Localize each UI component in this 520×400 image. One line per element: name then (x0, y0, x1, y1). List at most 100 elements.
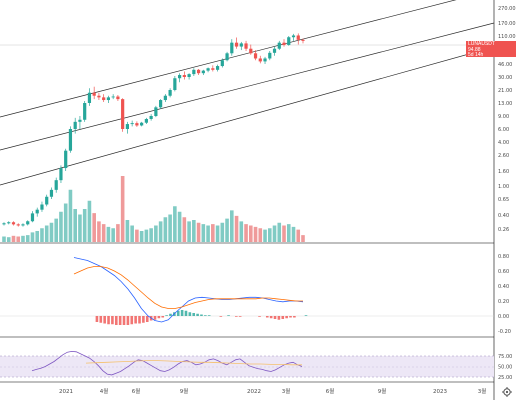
macd-histogram-bar (289, 316, 292, 318)
volume-bar (101, 224, 106, 242)
candle-body (102, 97, 106, 101)
candle-body (125, 124, 129, 129)
volume-bar (263, 229, 267, 242)
volume-bar (230, 210, 234, 242)
time-tick-label: 6월 (132, 387, 141, 395)
macd-histogram-bar (153, 316, 157, 320)
candle-body (244, 43, 248, 49)
macd-histogram-bar (269, 316, 273, 319)
candle-body (11, 222, 16, 225)
volume-bar (225, 218, 229, 242)
rsi-tick-label: 25.00 (498, 375, 512, 381)
volume-bar (248, 225, 253, 242)
time-tick-label: 4월 (100, 387, 109, 395)
volume-bar (253, 226, 258, 242)
volume-bar (291, 226, 296, 242)
macd-histogram-bar (184, 310, 188, 316)
candle-body (301, 39, 305, 41)
volume-bar (192, 220, 196, 242)
macd-tick-label: 0.20 (498, 299, 509, 305)
candle-body (239, 43, 243, 47)
volume-bar (92, 213, 96, 242)
candle-body (258, 58, 262, 62)
candle-body (16, 224, 20, 226)
volume-bar (25, 235, 30, 242)
volume-bar (139, 231, 144, 242)
macd-tick-label: 0.00 (498, 314, 509, 320)
candle-body (282, 42, 286, 45)
volume-bar (63, 203, 68, 242)
macd-histogram-bar (219, 316, 223, 317)
candle-body (225, 53, 229, 61)
volume-bar (158, 221, 163, 242)
volume-bar (73, 209, 77, 242)
candle-body (192, 69, 196, 75)
macd-tick-label: -0.20 (498, 329, 511, 335)
macd-histogram-bar (235, 316, 238, 317)
volume-bar (125, 220, 130, 242)
candle-body (49, 189, 54, 197)
candle-body (121, 99, 125, 129)
gear-icon[interactable] (502, 387, 512, 397)
candle-body (215, 66, 220, 70)
macd-axis[interactable]: 0.80 0.60 0.40 0.20 0.00 -0.20 (498, 254, 511, 335)
price-tick-label: 270.00 (498, 6, 516, 12)
channel-upper-line[interactable] (0, 0, 494, 118)
candle-body (196, 69, 201, 74)
macd-histogram-bar (192, 313, 196, 316)
last-price-value: 94.88 (468, 46, 481, 53)
price-tick-label: 46.00 (498, 62, 512, 68)
candle-body (35, 209, 39, 214)
price-tick-label: 0.26 (498, 227, 509, 233)
candle-body (130, 123, 134, 125)
price-tick-label: 13.00 (498, 101, 512, 107)
macd-histogram-bar (281, 316, 285, 319)
macd-histogram-bar (196, 313, 199, 316)
volume-bar (54, 218, 59, 242)
volume-bar (286, 224, 291, 242)
price-tick-label: 30.00 (498, 75, 512, 81)
time-tick-label: 6월 (326, 387, 335, 395)
candle-body (253, 53, 258, 59)
macd-histogram-bar (111, 316, 114, 325)
volume-bar (182, 217, 187, 242)
rsi-lines (31, 350, 303, 376)
volume-bar (120, 176, 125, 242)
candle-body (159, 100, 163, 108)
volume-bar (40, 228, 44, 242)
channel-lower-line[interactable] (0, 46, 495, 186)
candle-body (59, 168, 63, 181)
candle-body (30, 213, 35, 222)
macd-histogram-bar (273, 316, 277, 319)
macd-histogram-bar (265, 316, 269, 318)
rsi-axis[interactable]: 75.00 50.00 25.00 (498, 354, 512, 381)
price-tick-label: 4.00 (498, 140, 509, 146)
macd-histogram-bar (142, 316, 145, 323)
macd-histogram-bar (180, 310, 184, 316)
time-tick-label: 3월 (282, 387, 291, 395)
time-axis[interactable]: 2021 4월 6월 9월 2022 3월 6월 9월 2023 3월 (59, 387, 486, 395)
macd-histogram-bar (145, 316, 149, 322)
volume-bar (144, 229, 149, 242)
channel-middle-line[interactable] (0, 22, 495, 151)
volume-bar (296, 229, 301, 242)
time-tick-label: 2022 (247, 389, 261, 395)
macd-histogram-bar (293, 316, 296, 318)
macd-histogram-bar (99, 316, 103, 323)
macd-tick-label: 0.60 (498, 269, 509, 275)
time-tick-label: 3월 (478, 387, 487, 395)
last-price-badge[interactable]: LUNAUSDT 94.88 5d 14h (466, 41, 516, 58)
volume-bar (106, 226, 111, 242)
macd-histogram-bar (157, 316, 161, 319)
parallel-channel-drawing[interactable] (0, 0, 495, 186)
candle-body (277, 42, 281, 49)
volume-bars (2, 176, 305, 242)
macd-lines (73, 257, 304, 323)
volume-bar (177, 211, 182, 242)
macd-histogram-bar (176, 310, 180, 316)
volume-bar (163, 217, 168, 242)
volume-bar (68, 189, 73, 242)
candle-body (97, 95, 101, 98)
